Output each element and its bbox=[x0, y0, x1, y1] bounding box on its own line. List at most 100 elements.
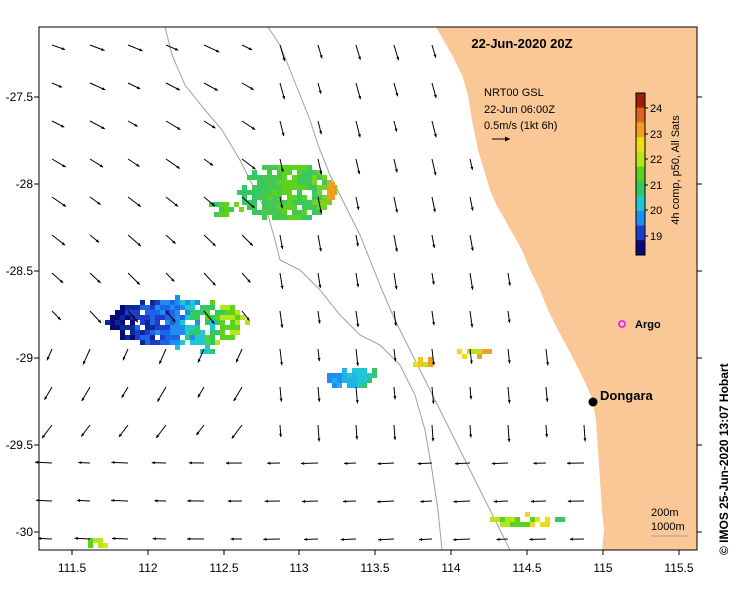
sst-pixel bbox=[175, 325, 180, 330]
current-vector-head bbox=[533, 461, 537, 465]
current-vector-head bbox=[136, 281, 140, 285]
sst-pixel bbox=[135, 310, 140, 315]
sst-pixel bbox=[105, 320, 110, 325]
sst-pixel bbox=[312, 200, 317, 205]
sst-pixel bbox=[277, 175, 282, 180]
x-tick-label: 115.5 bbox=[664, 561, 693, 575]
sst-pixel bbox=[267, 200, 272, 205]
sst-pixel bbox=[205, 320, 210, 325]
current-vector-head bbox=[154, 499, 158, 503]
sst-pixel bbox=[170, 315, 175, 320]
sst-pixel bbox=[428, 357, 433, 362]
current-vector-head bbox=[280, 324, 284, 328]
sst-pixel bbox=[120, 315, 125, 320]
current-vector-head bbox=[46, 356, 50, 361]
colorbar-segment bbox=[636, 240, 645, 256]
current-vector-head bbox=[318, 284, 322, 288]
sst-pixel bbox=[88, 538, 93, 543]
sst-pixel bbox=[175, 300, 180, 305]
sst-pixel bbox=[140, 315, 145, 320]
sst-pixel bbox=[150, 310, 155, 315]
sst-pixel bbox=[185, 335, 190, 340]
sst-pixel bbox=[332, 373, 337, 378]
sst-pixel bbox=[175, 315, 180, 320]
sst-pixel bbox=[160, 330, 165, 335]
isobath-legend: 200m 1000m bbox=[651, 507, 688, 537]
sst-pixel bbox=[322, 180, 327, 185]
sst-pixel bbox=[180, 330, 185, 335]
current-vector-head bbox=[280, 245, 284, 249]
sst-pixel bbox=[115, 310, 120, 315]
plot-frame bbox=[38, 26, 698, 551]
sst-pixel bbox=[195, 325, 200, 330]
current-vector-head bbox=[395, 92, 399, 97]
sst-pixel bbox=[220, 305, 225, 310]
current-vector-head bbox=[263, 537, 267, 541]
current-vector-head bbox=[233, 397, 237, 402]
current-vector-head bbox=[136, 86, 141, 89]
sst-pixel bbox=[297, 195, 302, 200]
sst-pixel bbox=[247, 190, 252, 195]
sst-pixel bbox=[190, 330, 195, 335]
sst-pixel bbox=[180, 300, 185, 305]
sst-pixel bbox=[205, 344, 210, 349]
sst-pixel bbox=[352, 368, 357, 373]
current-vector-head bbox=[60, 124, 65, 128]
sst-pixel bbox=[115, 315, 120, 320]
current-vector-head bbox=[62, 164, 66, 168]
sst-pixel bbox=[312, 175, 317, 180]
isobath-1000m bbox=[164, 26, 443, 551]
sst-pixel bbox=[140, 320, 145, 325]
current-vector-head bbox=[569, 537, 574, 541]
sst-pixel bbox=[252, 170, 257, 175]
current-vector-head bbox=[318, 248, 322, 252]
sst-pixel bbox=[180, 315, 185, 320]
sst-pixel bbox=[257, 185, 262, 190]
sst-pixel bbox=[195, 315, 200, 320]
sst-pixel bbox=[267, 175, 272, 180]
current-vector-head bbox=[151, 461, 155, 465]
sst-pixel bbox=[362, 383, 367, 388]
sst-pixel bbox=[125, 315, 130, 320]
sst-pixel bbox=[225, 335, 230, 340]
sst-pixel bbox=[220, 310, 225, 315]
sst-pixel bbox=[297, 165, 302, 170]
sst-pixel bbox=[240, 315, 245, 320]
sst-pixel bbox=[155, 340, 160, 345]
sst-pixel bbox=[292, 205, 297, 210]
current-vector-head bbox=[279, 433, 283, 438]
sst-pixel bbox=[287, 170, 292, 175]
sst-pixel bbox=[297, 180, 302, 185]
current-vector-head bbox=[157, 398, 161, 402]
current-vector-head bbox=[215, 49, 220, 53]
sst-pixel bbox=[165, 335, 170, 340]
current-vector-head bbox=[134, 123, 138, 127]
current-vector-head bbox=[58, 84, 63, 88]
sst-pixel bbox=[219, 207, 224, 212]
current-vector-head bbox=[82, 361, 86, 365]
sst-pixel bbox=[525, 512, 530, 517]
current-vector-head bbox=[433, 54, 437, 58]
place-argo: Argo bbox=[618, 319, 661, 331]
current-vector-head bbox=[247, 279, 251, 283]
sst-pixel bbox=[170, 300, 175, 305]
current-vector-head bbox=[78, 461, 82, 465]
sst-pixel bbox=[155, 330, 160, 335]
current-vector-head bbox=[420, 499, 424, 503]
sst-pixel bbox=[525, 522, 530, 527]
sst-pixel bbox=[170, 330, 175, 335]
sst-pixel bbox=[214, 212, 219, 217]
sst-pixel bbox=[272, 200, 277, 205]
land-western-australia bbox=[436, 27, 697, 550]
sst-pixel bbox=[160, 315, 165, 320]
colorbar-segment bbox=[636, 210, 645, 227]
current-vector-head bbox=[431, 438, 435, 442]
current-vector-head bbox=[264, 499, 268, 503]
sst-pixel bbox=[312, 205, 317, 210]
sst-pixel bbox=[210, 349, 215, 354]
colorbar-segment bbox=[636, 225, 645, 241]
sst-pixel bbox=[282, 210, 287, 215]
sst-pixel bbox=[185, 300, 190, 305]
colorbar-tick-label: 19 bbox=[650, 231, 662, 243]
sst-pixel bbox=[175, 320, 180, 325]
